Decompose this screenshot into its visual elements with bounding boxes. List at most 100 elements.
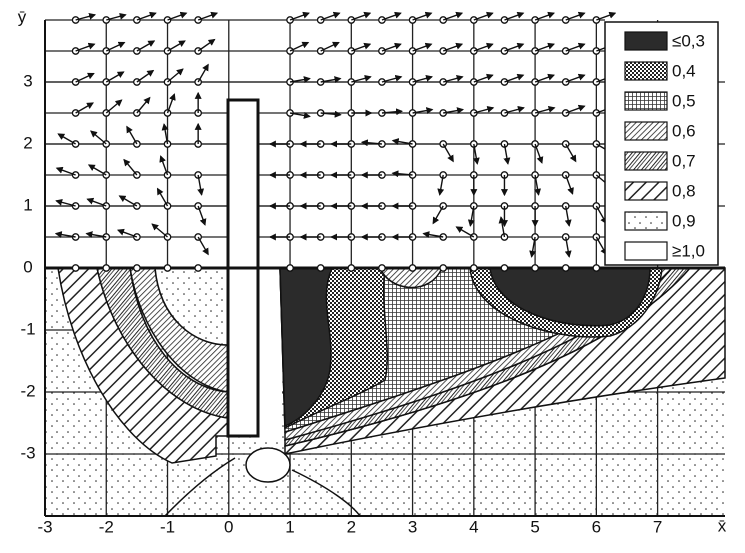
boundary-point <box>561 264 570 272</box>
vector <box>161 123 169 145</box>
legend-swatch <box>624 91 668 111</box>
legend-swatch <box>624 151 668 171</box>
legend-label: 0,5 <box>672 91 696 110</box>
boundary-point <box>531 264 539 272</box>
vector <box>381 42 402 52</box>
vector-origin <box>316 47 325 55</box>
vector-origin <box>347 47 356 55</box>
contour-regions <box>57 267 726 517</box>
vector-origin <box>439 140 448 148</box>
legend-swatch <box>624 121 668 141</box>
vector <box>473 73 494 83</box>
vector <box>503 143 511 165</box>
legend-label: 0,8 <box>672 181 696 200</box>
boundary-point <box>592 264 601 272</box>
vector-origin <box>469 47 478 55</box>
vector-origin <box>439 16 448 24</box>
vector <box>351 11 372 21</box>
vector <box>351 74 372 83</box>
vector <box>167 68 184 83</box>
y-tick-label: 0 <box>23 257 32 276</box>
vector <box>105 41 126 52</box>
legend-label: 0,4 <box>672 61 696 80</box>
boundary-point <box>316 264 325 272</box>
legend-label: 0,7 <box>672 151 696 170</box>
vector <box>123 158 138 176</box>
vector <box>75 72 95 83</box>
vector <box>422 231 444 238</box>
y-tick-label: 3 <box>23 71 32 90</box>
x-tick-label: 7 <box>653 517 662 536</box>
x-tick-label: 2 <box>347 517 356 536</box>
vector <box>442 42 464 52</box>
vector <box>151 223 168 238</box>
vector <box>197 174 205 196</box>
vector <box>504 73 525 83</box>
vector <box>534 73 555 83</box>
vector <box>596 11 617 21</box>
y-tick-label: -2 <box>20 381 35 400</box>
x-tick-label: 5 <box>530 517 539 536</box>
vector <box>117 228 138 238</box>
vector <box>159 155 169 176</box>
y-tick-label: 2 <box>23 133 32 152</box>
x-tick-label: 4 <box>469 517 478 536</box>
vector <box>565 11 586 21</box>
vector <box>504 11 525 21</box>
legend-label: 0,6 <box>672 121 696 140</box>
vector <box>75 12 97 21</box>
x-tick-label: 0 <box>224 517 233 536</box>
vector <box>320 11 341 21</box>
gap <box>258 268 282 440</box>
boundary-point <box>408 264 417 272</box>
vector <box>87 164 107 176</box>
vector <box>197 63 209 83</box>
boundary-point <box>133 264 141 272</box>
boundary-point <box>71 264 80 272</box>
y-tick-label: -1 <box>20 319 35 338</box>
boundary-point <box>378 264 386 272</box>
vector <box>565 42 586 52</box>
vector <box>473 105 495 114</box>
region-0-3 <box>279 267 334 428</box>
recirculation-zone <box>245 447 291 483</box>
vector <box>126 125 138 145</box>
vector <box>106 12 127 21</box>
vector <box>442 143 454 163</box>
legend-swatch <box>624 181 668 201</box>
vector <box>105 71 125 83</box>
vector <box>564 236 572 258</box>
boundary-point <box>163 264 172 272</box>
legend-swatch <box>624 241 668 261</box>
vector <box>351 42 372 52</box>
vector <box>166 93 176 114</box>
vector <box>391 138 413 145</box>
boundary-point <box>439 264 448 272</box>
vector <box>412 74 434 83</box>
vector <box>432 205 444 225</box>
vector <box>90 130 107 145</box>
x-tick-label: 3 <box>408 517 417 536</box>
vector <box>455 226 475 238</box>
vector <box>442 11 464 21</box>
vector <box>504 42 525 52</box>
vector <box>565 174 574 195</box>
vector <box>534 105 556 114</box>
vector <box>118 195 138 207</box>
vector <box>412 42 433 52</box>
y-tick-label: -3 <box>20 443 35 462</box>
vector <box>289 76 311 83</box>
vector <box>565 143 577 163</box>
vector <box>381 11 402 21</box>
vector <box>197 236 209 256</box>
boundary-point <box>469 264 478 272</box>
vector <box>197 11 219 21</box>
vector <box>289 41 310 52</box>
legend-label: ≤0,3 <box>672 31 705 50</box>
vector <box>565 73 586 83</box>
vector <box>473 11 494 21</box>
vector <box>75 42 96 52</box>
vector <box>86 197 107 207</box>
vector <box>105 99 123 114</box>
